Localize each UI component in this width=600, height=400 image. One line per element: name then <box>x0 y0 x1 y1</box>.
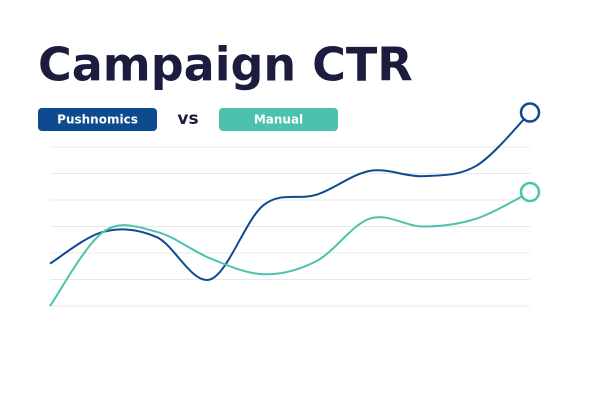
series-line <box>49 191 531 307</box>
end-marker <box>519 181 541 203</box>
series-line <box>49 111 531 281</box>
legend-label: Manual <box>254 113 303 127</box>
end-marker <box>519 102 541 123</box>
chart-title: Campaign CTR <box>38 38 413 92</box>
legend-label: Pushnomics <box>57 113 138 127</box>
legend-joiner: vs <box>177 109 198 129</box>
legend-badge <box>38 108 157 131</box>
legend-badge <box>219 108 338 131</box>
